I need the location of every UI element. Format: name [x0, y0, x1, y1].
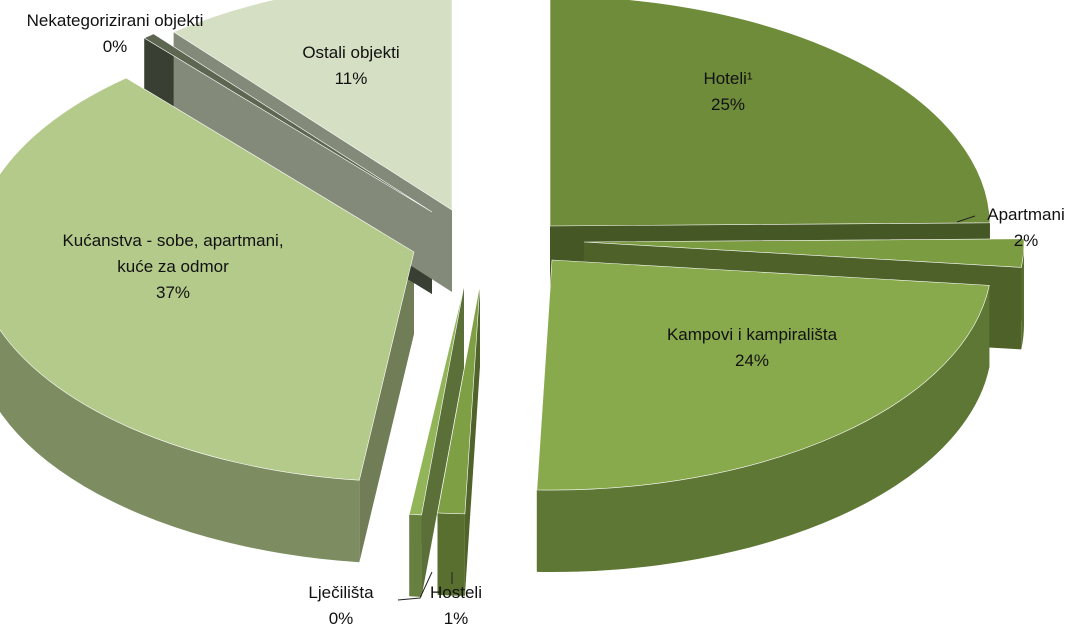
- label-line-ljecilista-0: Lječilišta: [308, 583, 374, 602]
- label-apartmani: Apartmani 2%: [987, 205, 1064, 250]
- label-line-ostali-objekti-0: Ostali objekti: [302, 43, 399, 62]
- slice-side-hosteli: [437, 512, 465, 596]
- pie-top-layer: [0, 0, 1025, 516]
- label-line-apartmani-1: 2%: [1014, 231, 1039, 250]
- slice-cut-face-ljecilista-end: [409, 286, 464, 597]
- label-line-kucanstva-sobe-apartmani-kuce-za-odmor-0: Kućanstva - sobe, apartmani,: [62, 231, 283, 250]
- label-kampovi-i-kampiralista: Kampovi i kampirališta 24%: [667, 325, 838, 370]
- slice-kucanstva-sobe-apartmani-kuce-za-odmor: [0, 77, 415, 481]
- label-line-hosteli-1: 1%: [444, 609, 469, 626]
- slice-apartmani: [583, 238, 1025, 268]
- leader-ljecilista: [397, 571, 433, 601]
- label-line-nekategorizirani-objekti-0: Nekategorizirani objekti: [27, 11, 204, 30]
- label-hosteli: Hosteli 1%: [430, 583, 482, 626]
- slice-ostali-objekti: [172, 0, 453, 211]
- label-line-hoteli-1: 25%: [711, 95, 745, 114]
- slice-kampovi-i-kampiralista: [536, 259, 990, 491]
- slice-side-ljecilista: [409, 514, 422, 597]
- slice-nekategorizirani-objekti: [143, 33, 433, 213]
- label-line-hoteli-0: Hoteli¹: [703, 69, 752, 88]
- pie-side-layer: [0, 242, 1024, 597]
- label-line-ostali-objekti-1: 11%: [335, 69, 368, 88]
- slice-side-kucanstva-sobe-apartmani-kuce-za-odmor: [0, 329, 360, 563]
- slice-side-kampovi-i-kampiralista: [536, 285, 990, 572]
- slice-hoteli: [549, 0, 991, 227]
- slice-cut-face-kucanstva-sobe-apartmani-kuce-za-odmor-start: [359, 252, 414, 563]
- label-line-kucanstva-sobe-apartmani-kuce-za-odmor-2: 37%: [156, 283, 190, 302]
- label-line-apartmani-0: Apartmani: [987, 205, 1064, 224]
- label-line-kucanstva-sobe-apartmani-kuce-za-odmor-1: kuće za odmor: [117, 257, 229, 276]
- label-line-ljecilista-1: 0%: [329, 609, 354, 626]
- leader-apartmani: [956, 215, 976, 223]
- label-line-kampovi-i-kampiralista-0: Kampovi i kampirališta: [667, 325, 838, 344]
- leader-lines: [397, 215, 976, 601]
- label-ostali-objekti: Ostali objekti 11%: [302, 43, 399, 88]
- slice-side-apartmani: [1021, 242, 1024, 350]
- label-ljecilista: Lječilišta 0%: [308, 583, 374, 626]
- slice-hosteli: [437, 283, 481, 515]
- label-nekategorizirani-objekti: Nekategorizirani objekti 0%: [27, 11, 204, 56]
- label-line-kampovi-i-kampiralista-1: 24%: [735, 351, 769, 370]
- slice-labels: Hoteli¹ 25% Apartmani 2% Kampovi i kampirali…: [27, 11, 1065, 626]
- label-line-nekategorizirani-objekti-1: 0%: [103, 37, 128, 56]
- label-hoteli: Hoteli¹ 25%: [703, 69, 752, 114]
- slice-ljecilista: [408, 285, 465, 516]
- label-line-hosteli-0: Hosteli: [430, 583, 482, 602]
- label-kucanstva-sobe-apartmani-kuce-za-odmor: Kućanstva - sobe, apartmani, kuće za odmo…: [62, 231, 283, 302]
